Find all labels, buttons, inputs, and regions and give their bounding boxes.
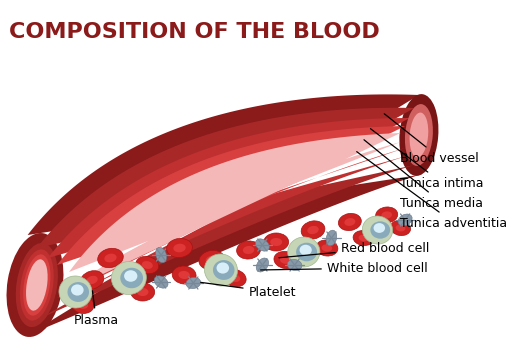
Ellipse shape bbox=[68, 282, 89, 302]
Ellipse shape bbox=[7, 233, 63, 337]
Text: Red blood cell: Red blood cell bbox=[279, 241, 429, 258]
Ellipse shape bbox=[131, 283, 154, 301]
Polygon shape bbox=[48, 118, 410, 308]
Ellipse shape bbox=[237, 241, 261, 259]
Ellipse shape bbox=[155, 247, 166, 263]
Ellipse shape bbox=[154, 276, 168, 288]
Ellipse shape bbox=[316, 240, 338, 256]
Text: Plasma: Plasma bbox=[74, 291, 119, 327]
Ellipse shape bbox=[288, 260, 302, 271]
Ellipse shape bbox=[396, 225, 405, 231]
Text: COMPOSITION OF THE BLOOD: COMPOSITION OF THE BLOOD bbox=[9, 22, 380, 42]
Ellipse shape bbox=[111, 261, 146, 295]
Ellipse shape bbox=[204, 254, 238, 286]
Ellipse shape bbox=[142, 261, 153, 269]
Ellipse shape bbox=[362, 216, 393, 244]
Ellipse shape bbox=[391, 220, 411, 236]
Ellipse shape bbox=[105, 253, 116, 262]
Ellipse shape bbox=[307, 226, 319, 234]
Ellipse shape bbox=[344, 218, 355, 226]
Ellipse shape bbox=[300, 245, 312, 255]
Text: Tunica intima: Tunica intima bbox=[370, 129, 484, 190]
Ellipse shape bbox=[124, 270, 137, 282]
Ellipse shape bbox=[399, 94, 438, 176]
Ellipse shape bbox=[26, 259, 48, 311]
Ellipse shape bbox=[243, 246, 254, 254]
Text: Platelet: Platelet bbox=[201, 282, 296, 298]
Ellipse shape bbox=[405, 104, 433, 166]
Polygon shape bbox=[57, 126, 405, 298]
Ellipse shape bbox=[213, 260, 235, 280]
Polygon shape bbox=[69, 133, 400, 290]
Ellipse shape bbox=[173, 244, 186, 252]
Ellipse shape bbox=[59, 276, 92, 308]
Ellipse shape bbox=[381, 211, 392, 218]
Ellipse shape bbox=[86, 276, 98, 284]
Ellipse shape bbox=[270, 238, 282, 246]
Ellipse shape bbox=[326, 230, 337, 246]
Ellipse shape bbox=[80, 271, 104, 289]
Ellipse shape bbox=[205, 256, 218, 264]
Ellipse shape bbox=[120, 268, 143, 288]
Ellipse shape bbox=[136, 256, 159, 274]
Ellipse shape bbox=[410, 112, 428, 157]
Ellipse shape bbox=[23, 255, 50, 316]
Ellipse shape bbox=[264, 233, 289, 251]
Text: Tunica media: Tunica media bbox=[364, 140, 484, 210]
Ellipse shape bbox=[172, 266, 196, 284]
Ellipse shape bbox=[137, 288, 148, 296]
Polygon shape bbox=[28, 94, 419, 335]
Ellipse shape bbox=[229, 274, 240, 282]
Ellipse shape bbox=[178, 271, 190, 279]
Ellipse shape bbox=[255, 239, 269, 251]
Ellipse shape bbox=[339, 213, 361, 231]
Ellipse shape bbox=[359, 235, 369, 241]
Ellipse shape bbox=[353, 231, 374, 246]
Ellipse shape bbox=[373, 223, 385, 233]
Ellipse shape bbox=[256, 258, 269, 272]
Ellipse shape bbox=[72, 296, 94, 313]
Text: Blood vessel: Blood vessel bbox=[384, 114, 479, 165]
Ellipse shape bbox=[98, 248, 123, 268]
Ellipse shape bbox=[274, 251, 297, 268]
Ellipse shape bbox=[288, 237, 320, 267]
Ellipse shape bbox=[167, 238, 192, 257]
Ellipse shape bbox=[16, 243, 58, 327]
Ellipse shape bbox=[71, 285, 84, 296]
Ellipse shape bbox=[199, 250, 225, 270]
Ellipse shape bbox=[398, 214, 412, 226]
Ellipse shape bbox=[20, 250, 54, 321]
Ellipse shape bbox=[186, 277, 201, 288]
Ellipse shape bbox=[216, 262, 229, 273]
Ellipse shape bbox=[375, 207, 398, 223]
Ellipse shape bbox=[77, 301, 88, 309]
Ellipse shape bbox=[321, 245, 332, 252]
Text: White blood cell: White blood cell bbox=[261, 261, 427, 275]
Ellipse shape bbox=[296, 243, 317, 261]
Text: Tunica adventitia: Tunica adventitia bbox=[357, 152, 508, 230]
Ellipse shape bbox=[370, 221, 390, 239]
Ellipse shape bbox=[224, 269, 246, 287]
Polygon shape bbox=[37, 108, 414, 320]
Ellipse shape bbox=[301, 221, 325, 239]
Ellipse shape bbox=[280, 256, 291, 264]
